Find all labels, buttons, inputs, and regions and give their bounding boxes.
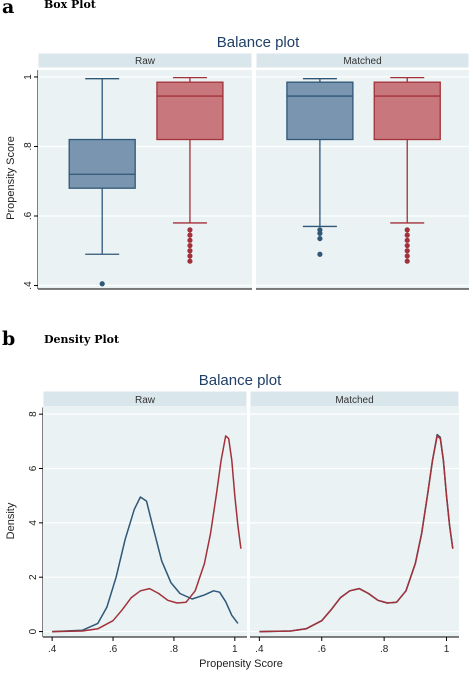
- density-line-blue: [52, 496, 239, 633]
- outlier-point: [99, 281, 105, 287]
- outlier-point: [187, 253, 193, 259]
- box-facet-matched: Matched: [255, 52, 470, 290]
- x-tick-label: .8: [380, 644, 389, 655]
- facet-strip: [37, 52, 253, 69]
- x-tick-label: 1: [444, 644, 450, 655]
- box-blue: [68, 78, 136, 287]
- outlier-point: [404, 258, 410, 264]
- density-y-ticks: 0 2 4 6 8: [28, 406, 44, 637]
- density-y-axis-label: Density: [5, 502, 17, 539]
- y-tick-label: 8: [28, 411, 39, 417]
- outlier-point: [404, 232, 410, 238]
- facet-strip-label: Matched: [335, 395, 373, 406]
- box-body: [68, 138, 136, 189]
- outlier-point: [187, 248, 193, 254]
- box-plot-chart: Balance plot Propensity Score .4 .6 .8 1 Ra…: [5, 34, 470, 290]
- outlier-point: [404, 237, 410, 243]
- density-line-red: [259, 435, 454, 633]
- panel-b-title: Density Plot: [44, 333, 120, 346]
- outlier-point: [317, 227, 323, 233]
- facet-plot-area: [250, 406, 459, 637]
- density-facet-raw: Raw .4 .6 .8 1: [42, 390, 248, 655]
- facet-plot-area: [43, 406, 247, 637]
- outlier-point: [187, 242, 193, 249]
- x-tick-label: .6: [318, 644, 327, 655]
- box-y-axis-label: Propensity Score: [5, 136, 17, 220]
- y-tick-label: 2: [28, 574, 39, 580]
- x-tick-label: .4: [48, 644, 57, 655]
- box-blue: [286, 78, 354, 257]
- facet-strip-label: Raw: [135, 395, 156, 406]
- box-facet-raw: Raw: [37, 52, 253, 290]
- outlier-point: [187, 258, 193, 264]
- density-x-axis-label: Propensity Score: [199, 658, 283, 670]
- x-tick-label: 1: [232, 644, 238, 655]
- box-red: [156, 76, 224, 264]
- facet-strip-label: Matched: [343, 56, 381, 67]
- box-facets: Raw Matched: [37, 52, 470, 290]
- box-chart-title: Balance plot: [217, 34, 300, 51]
- outlier-point: [187, 232, 193, 238]
- outlier-point: [187, 227, 193, 233]
- density-facet-matched: Matched .4 .6 .8 1: [249, 390, 460, 655]
- y-tick-label: 4: [28, 520, 39, 526]
- facet-strip: [255, 52, 470, 69]
- box-body: [373, 81, 441, 141]
- y-tick-label: .6: [23, 211, 34, 220]
- outlier-point: [187, 237, 193, 243]
- facet-strip-label: Raw: [135, 56, 156, 67]
- box-red: [373, 76, 441, 264]
- density-plot-chart: Balance plot Density Propensity Score 0 2…: [5, 372, 460, 670]
- density-facets: Raw .4 .6 .8 1 Matched .4 .6 .8 1: [42, 390, 460, 655]
- panel-a-title: Box Plot: [44, 0, 97, 11]
- density-chart-title: Balance plot: [199, 372, 282, 389]
- y-tick-label: .8: [23, 142, 34, 151]
- x-tick-label: .8: [170, 644, 179, 655]
- panel-b-letter: b: [2, 328, 15, 350]
- y-tick-label: 6: [28, 465, 39, 471]
- panel-a-letter: a: [2, 0, 14, 18]
- outlier-point: [404, 227, 410, 233]
- x-tick-label: .6: [109, 644, 118, 655]
- outlier-point: [404, 253, 410, 259]
- y-tick-label: .4: [23, 281, 34, 290]
- outlier-point: [317, 235, 323, 242]
- x-tick-label: .4: [255, 644, 264, 655]
- outlier-point: [404, 242, 410, 249]
- box-y-ticks: .4 .6 .8 1: [23, 70, 39, 290]
- outlier-point: [317, 251, 323, 257]
- y-tick-label: 0: [28, 628, 39, 634]
- box-body: [156, 81, 224, 141]
- density-line-red: [52, 435, 242, 633]
- outlier-point: [404, 248, 410, 254]
- box-body: [286, 81, 354, 141]
- y-tick-label: 1: [23, 74, 34, 80]
